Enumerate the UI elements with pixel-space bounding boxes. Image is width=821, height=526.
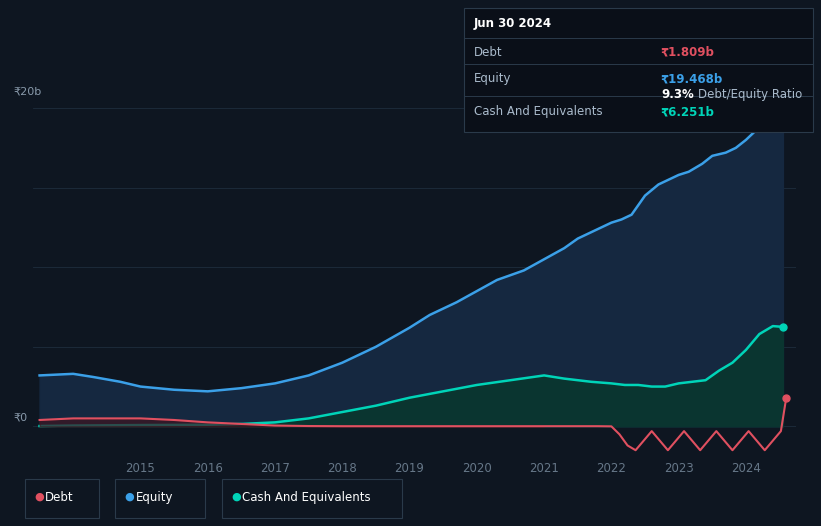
Text: Equity: Equity [135,491,173,503]
Text: ●: ● [232,492,241,502]
Text: Cash And Equivalents: Cash And Equivalents [474,105,603,118]
Text: ●: ● [125,492,135,502]
Text: ₹0: ₹0 [14,412,28,422]
Text: ₹20b: ₹20b [14,87,42,97]
Text: Cash And Equivalents: Cash And Equivalents [242,491,371,503]
Text: ●: ● [34,492,44,502]
Text: Jun 30 2024: Jun 30 2024 [474,17,552,31]
Text: ₹6.251b: ₹6.251b [661,105,715,118]
Text: Debt: Debt [45,491,74,503]
Text: Debt: Debt [474,46,502,59]
Text: 9.3%: 9.3% [661,88,694,101]
Text: ₹1.809b: ₹1.809b [661,46,715,59]
Text: Equity: Equity [474,72,511,85]
Text: ₹19.468b: ₹19.468b [661,72,723,85]
Text: Debt/Equity Ratio: Debt/Equity Ratio [698,88,802,101]
